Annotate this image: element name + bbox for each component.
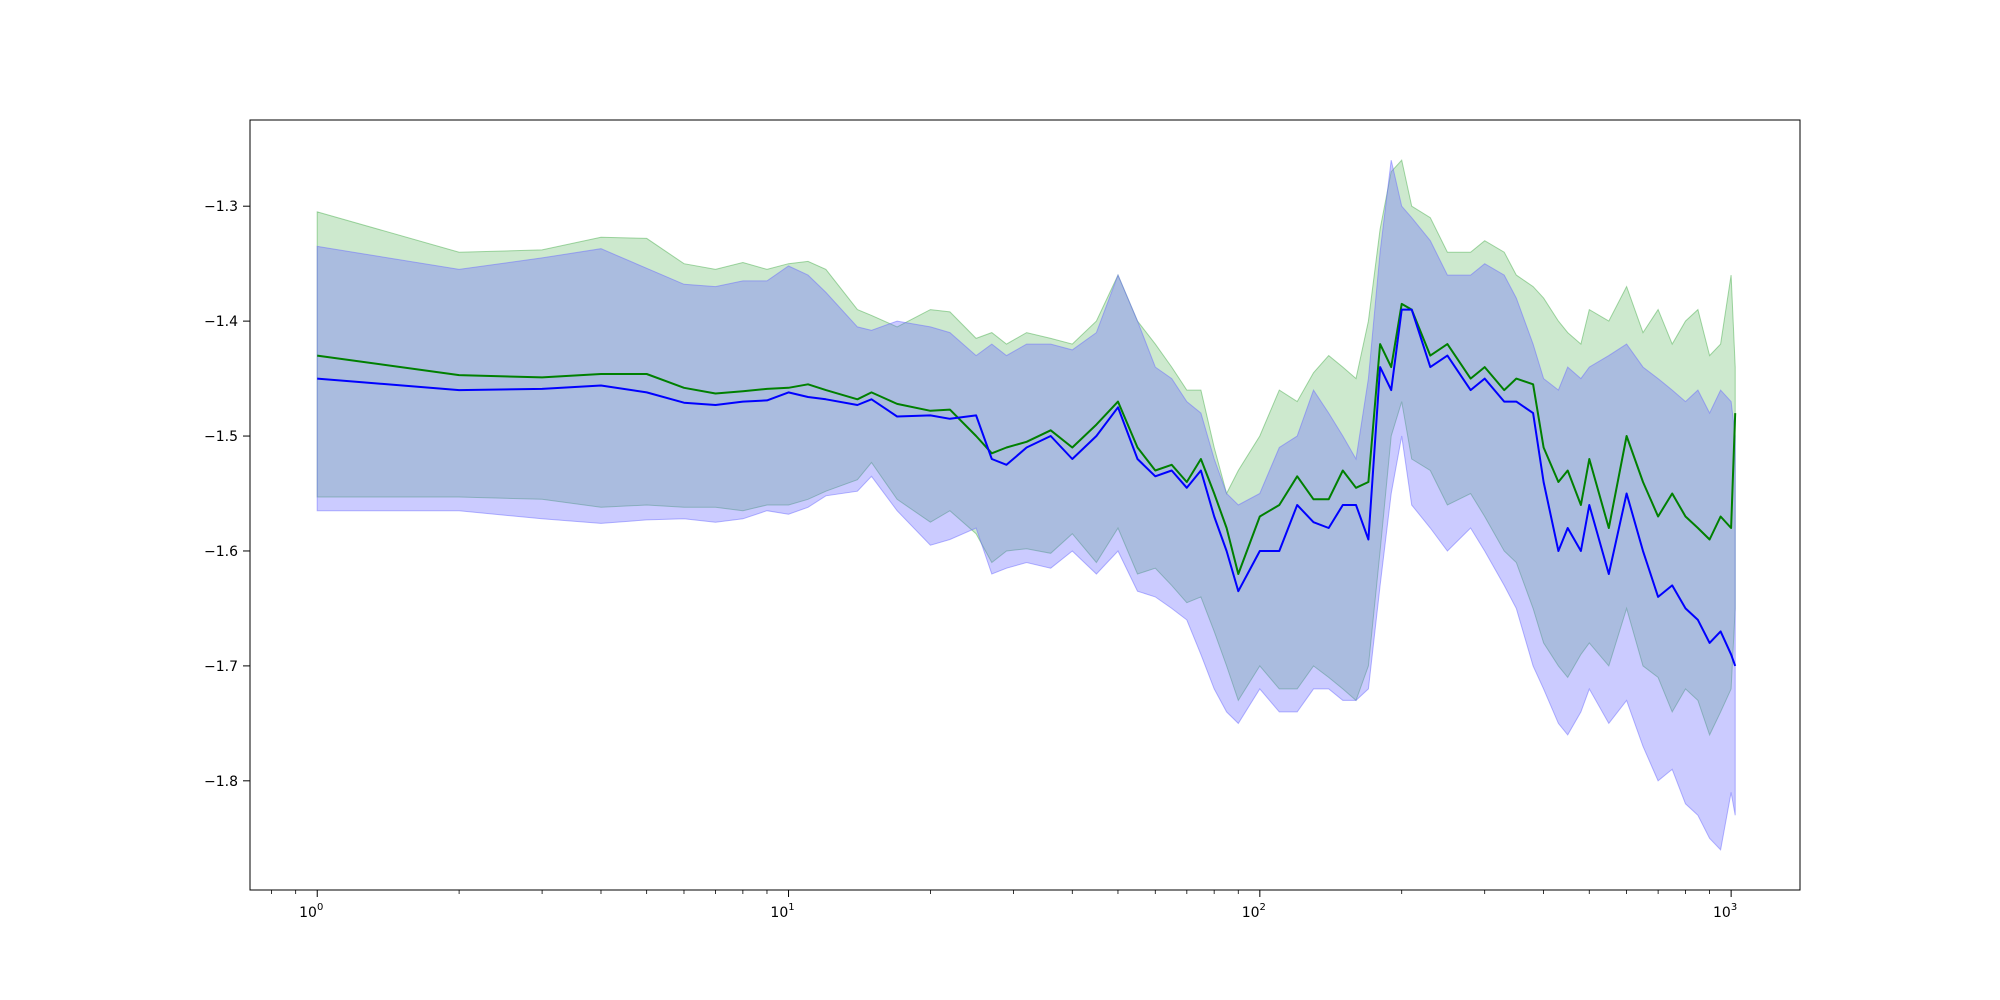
y-tick-label: −1.8: [204, 774, 238, 790]
x-tick-label: 101: [770, 902, 794, 921]
y-tick-label: −1.4: [204, 314, 238, 330]
x-tick-label: 102: [1242, 902, 1266, 921]
confidence-bands: [316, 159, 1736, 851]
plot-area-frame: [249, 119, 1801, 891]
y-tick-label: −1.5: [204, 429, 238, 445]
y-axis: −1.3 −1.4 −1.5 −1.6 −1.7 −1.8: [204, 199, 250, 790]
x-axis: 100 101 102 103: [271, 890, 1737, 921]
series-lines: [317, 302, 1737, 667]
series-1-line: [317, 302, 1737, 575]
x-tick-label: 103: [1713, 902, 1737, 921]
series-2-line: [317, 308, 1737, 667]
x-tick-label: 100: [299, 902, 323, 921]
y-tick-label: −1.7: [204, 659, 238, 675]
y-tick-label: −1.6: [204, 544, 238, 560]
series-2-band: [316, 160, 1736, 851]
y-tick-label: −1.3: [204, 199, 238, 215]
